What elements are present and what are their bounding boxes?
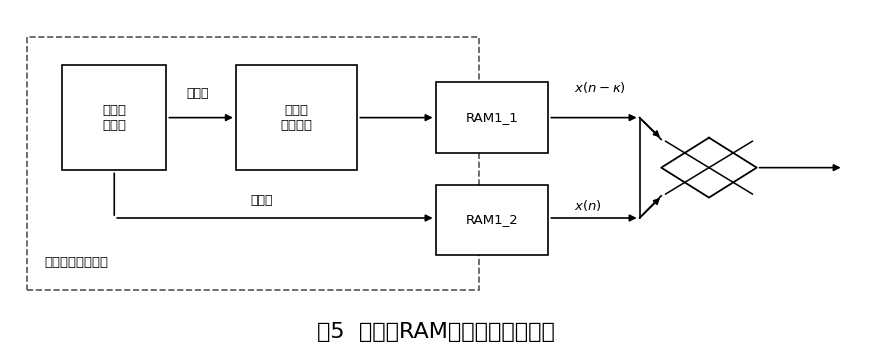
Text: 地址码
延迟函数: 地址码 延迟函数 xyxy=(280,104,313,132)
Text: 嵌入式核心处理器: 嵌入式核心处理器 xyxy=(44,256,109,268)
Text: 地址码: 地址码 xyxy=(186,87,209,100)
Bar xyxy=(27,37,479,290)
Text: 图5  基于双RAM计算自相关流程图: 图5 基于双RAM计算自相关流程图 xyxy=(316,322,555,343)
Text: RAM1_2: RAM1_2 xyxy=(466,213,518,226)
Bar xyxy=(436,185,549,255)
Text: $x(n-κ)$: $x(n-κ)$ xyxy=(574,80,626,95)
Bar xyxy=(62,65,166,170)
Text: $x(n)$: $x(n)$ xyxy=(574,198,602,213)
Text: 地址码: 地址码 xyxy=(251,195,273,207)
Bar xyxy=(436,82,549,153)
Bar xyxy=(236,65,357,170)
Text: 地址码
产生器: 地址码 产生器 xyxy=(102,104,126,132)
Text: RAM1_1: RAM1_1 xyxy=(466,111,518,124)
